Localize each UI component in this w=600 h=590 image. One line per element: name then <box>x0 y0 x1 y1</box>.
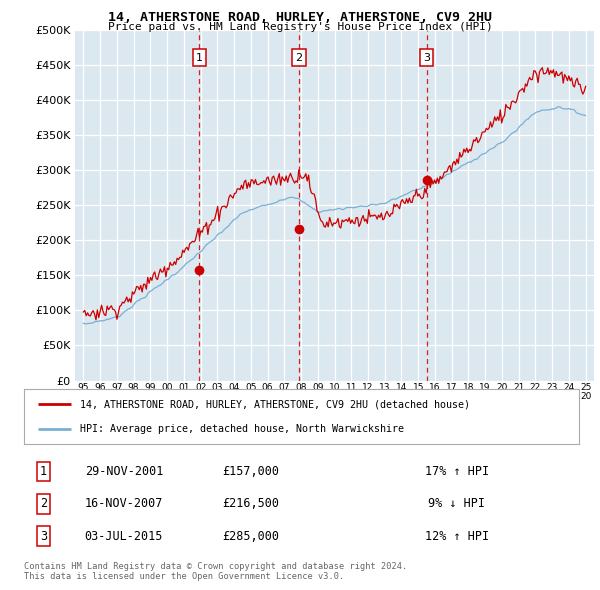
Text: 2: 2 <box>295 53 302 63</box>
Text: 3: 3 <box>423 53 430 63</box>
Text: 1: 1 <box>40 465 47 478</box>
Text: 03-JUL-2015: 03-JUL-2015 <box>85 530 163 543</box>
Text: Contains HM Land Registry data © Crown copyright and database right 2024.: Contains HM Land Registry data © Crown c… <box>24 562 407 571</box>
Text: £285,000: £285,000 <box>223 530 280 543</box>
Text: HPI: Average price, detached house, North Warwickshire: HPI: Average price, detached house, Nort… <box>79 424 404 434</box>
Text: Price paid vs. HM Land Registry's House Price Index (HPI): Price paid vs. HM Land Registry's House … <box>107 22 493 32</box>
Text: 9% ↓ HPI: 9% ↓ HPI <box>428 497 485 510</box>
Text: 1: 1 <box>196 53 203 63</box>
Text: 3: 3 <box>40 530 47 543</box>
Text: 12% ↑ HPI: 12% ↑ HPI <box>425 530 489 543</box>
Text: 14, ATHERSTONE ROAD, HURLEY, ATHERSTONE, CV9 2HU (detached house): 14, ATHERSTONE ROAD, HURLEY, ATHERSTONE,… <box>79 399 470 409</box>
Text: 14, ATHERSTONE ROAD, HURLEY, ATHERSTONE, CV9 2HU: 14, ATHERSTONE ROAD, HURLEY, ATHERSTONE,… <box>108 11 492 24</box>
Text: £216,500: £216,500 <box>223 497 280 510</box>
Text: 29-NOV-2001: 29-NOV-2001 <box>85 465 163 478</box>
Text: 17% ↑ HPI: 17% ↑ HPI <box>425 465 489 478</box>
Text: 2: 2 <box>40 497 47 510</box>
Text: £157,000: £157,000 <box>223 465 280 478</box>
Text: This data is licensed under the Open Government Licence v3.0.: This data is licensed under the Open Gov… <box>24 572 344 581</box>
Text: 16-NOV-2007: 16-NOV-2007 <box>85 497 163 510</box>
